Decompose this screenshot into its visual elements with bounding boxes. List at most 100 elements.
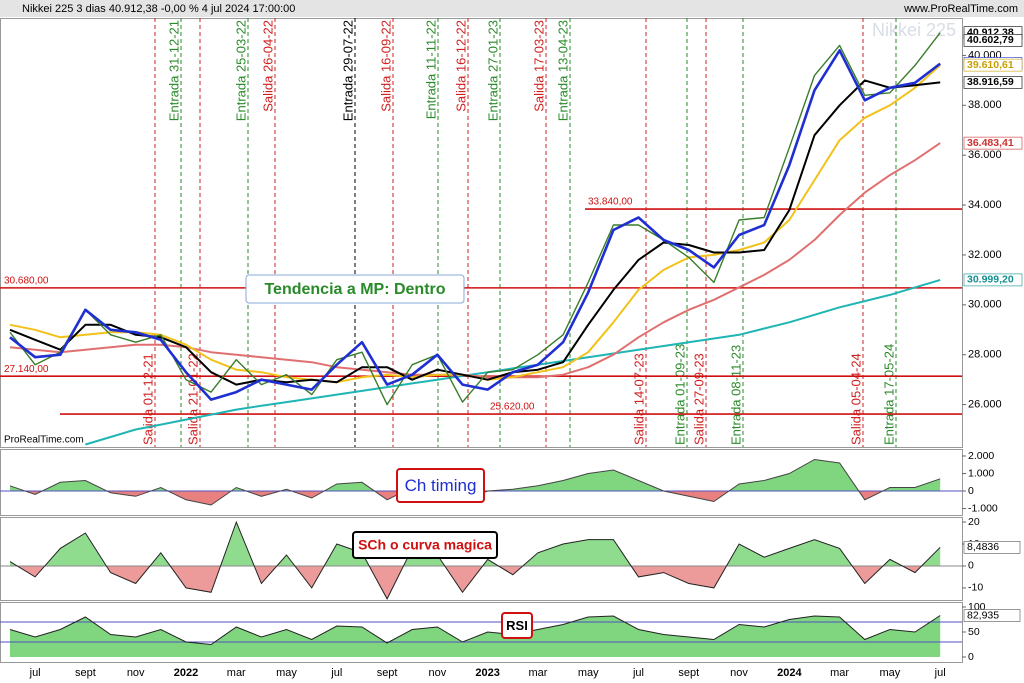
signal-label: Entrada 25-03-22: [233, 20, 248, 121]
y-tick-label: 30.000: [968, 299, 1002, 311]
source: ProRealTime.com: [4, 435, 84, 446]
x-tick-label: jul: [632, 667, 644, 679]
title-box: [396, 468, 485, 503]
y-tick-label: 1.000: [968, 467, 994, 479]
y-tick-label: -10: [968, 582, 983, 594]
ch-panel: [0, 449, 963, 516]
y-tick-label: -1.000: [968, 502, 998, 514]
signal-label: Entrada 13-04-23: [555, 20, 570, 121]
main-panel: [0, 18, 963, 448]
price-tag: 40.602,79: [967, 34, 1014, 46]
signal-label: Entrada 11-11-22: [423, 20, 438, 119]
y-tick-label: 20: [968, 516, 980, 528]
y-tick-label: 38.000: [968, 99, 1002, 111]
price-tag-box: [963, 58, 1023, 72]
y-tick-label: 2.000: [968, 450, 994, 462]
last-tag: 8,4836: [967, 541, 999, 553]
title-box: [352, 531, 498, 559]
y-tick-label: 36.000: [968, 149, 1002, 161]
last-tag-box: [963, 541, 1021, 554]
price-tag-box: [963, 136, 1023, 150]
signal-label: Entrada 29-07-22: [340, 20, 355, 121]
signal-label: Entrada 27-01-23: [485, 20, 500, 121]
y-tick-label: 28.000: [968, 349, 1002, 361]
x-tick-label: mar: [830, 667, 849, 679]
signal-label: Salida 14-07-23: [631, 353, 646, 445]
header-title: Nikkei 225 3 dias 40.912,38 -0,00 % 4 ju…: [22, 3, 295, 15]
price-tag: 30.999,20: [967, 274, 1014, 286]
series-line: [9, 615, 941, 646]
last-tag-box: [963, 609, 1021, 622]
annotation: Tendencia a MP: Dentro: [264, 281, 445, 298]
level-label: 33.840,00: [588, 197, 633, 208]
series-line: [9, 64, 941, 384]
x-tick-label: may: [276, 667, 297, 679]
x-tick-label: jul: [934, 667, 946, 679]
series-line: [85, 278, 941, 446]
sch-panel: [0, 517, 963, 601]
x-tick-label: mar: [528, 667, 547, 679]
y-tick-label: 0: [968, 651, 974, 663]
signal-label: Salida 21-01-22: [185, 353, 200, 445]
signal-label: Salida 26-04-22: [260, 20, 275, 112]
y-tick-label: 50: [968, 626, 980, 638]
series-line: [9, 79, 941, 386]
x-tick-label: sept: [75, 667, 96, 679]
signal-label: Entrada 17-05-24: [881, 344, 896, 445]
annotation-box: [245, 274, 465, 304]
panel-title: Ch timing: [405, 476, 477, 495]
x-tick-label: nov: [127, 667, 145, 679]
panel-title: RSI: [506, 618, 528, 633]
header-bar: [0, 0, 1024, 17]
x-tick-label: nov: [730, 667, 748, 679]
signal-label: Salida 16-12-22: [453, 20, 468, 112]
x-tick-label: may: [578, 667, 599, 679]
x-tick-label: sept: [377, 667, 398, 679]
price-tag-box: [963, 34, 1023, 47]
signal-label: Entrada 31-12-21: [166, 20, 181, 121]
signal-label: Salida 17-03-23: [531, 20, 546, 112]
level-label: 25.620,00: [490, 402, 535, 413]
y-tick-label: 0: [968, 560, 974, 572]
y-tick-label: 34.000: [968, 199, 1002, 211]
x-tick-label: nov: [429, 667, 447, 679]
area-negative: [10, 565, 941, 599]
x-tick-label: 2023: [475, 667, 499, 679]
x-tick-label: may: [880, 667, 901, 679]
price-tag: 39.610,61: [967, 59, 1014, 71]
level-label: 27.140,00: [4, 364, 49, 375]
panel-title: SCh o curva magica: [358, 537, 492, 553]
price-tag: 36.483,41: [967, 137, 1014, 149]
series-line: [9, 49, 941, 401]
x-tick-label: jul: [29, 667, 41, 679]
level-label: 30.680,00: [4, 276, 49, 287]
series-line: [9, 520, 941, 600]
watermark: Nikkei 225: [872, 20, 956, 40]
series-line: [9, 32, 941, 406]
x-tick-label: jul: [330, 667, 342, 679]
last-tag: 82,935: [967, 609, 999, 621]
y-tick-label: 26.000: [968, 399, 1002, 411]
signal-label: Salida 05-04-24: [848, 353, 863, 445]
header-site: www.ProRealTime.com: [903, 3, 1018, 15]
title-box: [501, 612, 533, 639]
area-negative: [10, 491, 941, 505]
y-tick-label: 0: [968, 485, 974, 497]
y-tick-label: 32.000: [968, 249, 1002, 261]
x-tick-label: 2024: [777, 667, 802, 679]
signal-label: Entrada 01-09-23: [672, 344, 687, 445]
signal-label: Salida 27-09-23: [691, 353, 706, 445]
area-positive: [10, 615, 941, 657]
x-tick-label: mar: [227, 667, 246, 679]
signal-label: Salida 01-12-21: [140, 353, 155, 445]
area-positive: [10, 459, 941, 492]
signal-label: Entrada 08-11-23: [728, 345, 743, 445]
x-tick-label: sept: [678, 667, 699, 679]
price-tag-box: [963, 76, 1023, 89]
area-positive: [10, 522, 941, 566]
signal-label: Salida 16-09-22: [378, 20, 393, 112]
price-tag-box: [963, 273, 1023, 287]
price-tag: 38.916,59: [967, 76, 1014, 88]
x-tick-label: 2022: [174, 667, 198, 679]
